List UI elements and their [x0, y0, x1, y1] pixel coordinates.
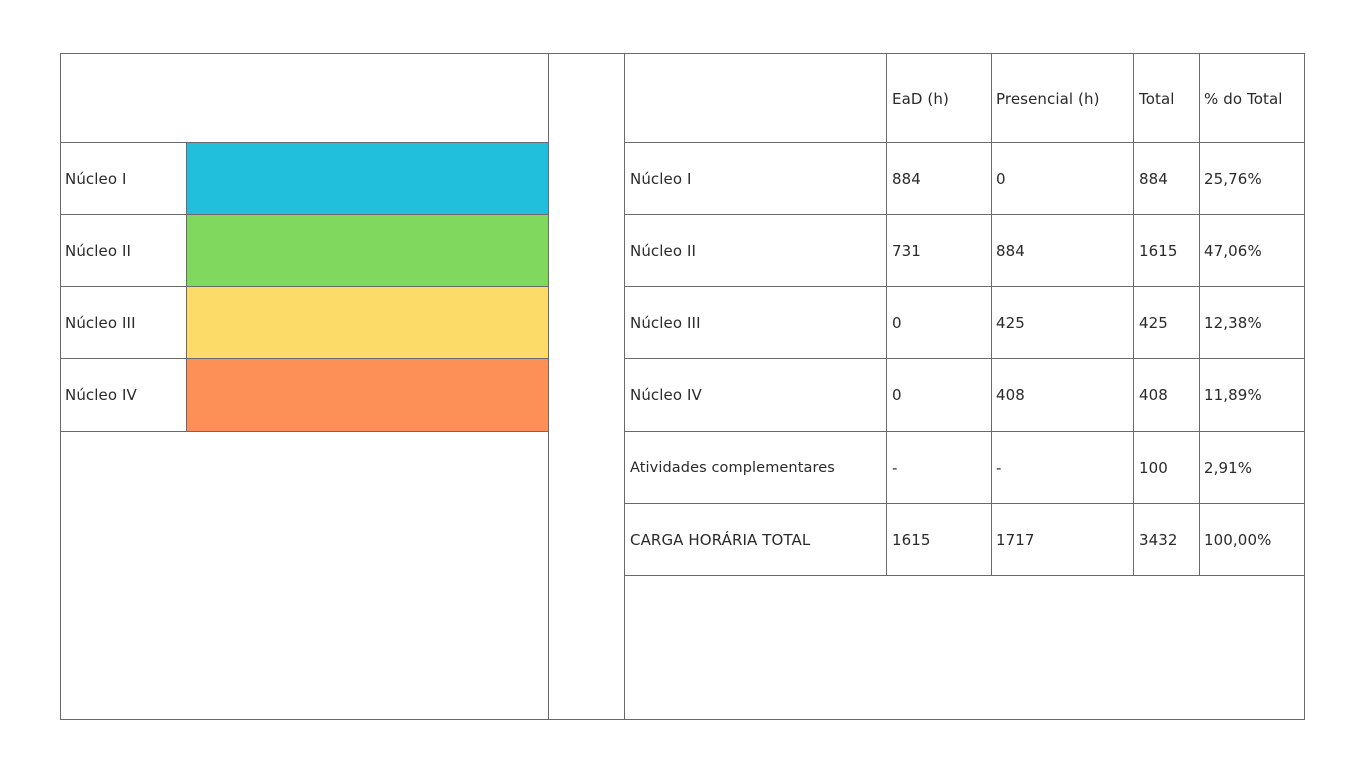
table-header-cell: EaD (h) — [892, 90, 949, 108]
table-cell: 1615 — [1139, 242, 1178, 260]
table-header-cell: % do Total — [1204, 90, 1283, 108]
table-cell: 884 — [892, 170, 921, 188]
table-cell: 1717 — [996, 531, 1035, 549]
legend-swatch-nucleo-iii — [187, 287, 548, 358]
table-cell: 408 — [1139, 386, 1168, 404]
table-row-divider — [624, 214, 1305, 215]
table-column-divider — [991, 53, 992, 576]
table-row-divider — [624, 286, 1305, 287]
left-panel-divider — [548, 53, 549, 720]
table-cell: 47,06% — [1204, 242, 1262, 260]
table-cell: 884 — [1139, 170, 1168, 188]
table-cell: 0 — [892, 386, 902, 404]
table-cell: 25,76% — [1204, 170, 1262, 188]
table-cell: 0 — [996, 170, 1006, 188]
legend-row-divider — [60, 214, 548, 215]
table-cell: 425 — [996, 314, 1025, 332]
table-row-label: Núcleo III — [630, 314, 701, 332]
table-row-divider — [624, 142, 1305, 143]
legend-swatch-nucleo-i — [187, 143, 548, 214]
page-frame — [60, 53, 1305, 720]
table-cell: 408 — [996, 386, 1025, 404]
table-cell: 731 — [892, 242, 921, 260]
table-row-label: Atividades complementares — [630, 460, 835, 476]
table-header-cell: Total — [1139, 90, 1175, 108]
table-cell: - — [996, 459, 1002, 477]
table-row-label: CARGA HORÁRIA TOTAL — [630, 531, 811, 549]
legend-swatch-nucleo-ii — [187, 215, 548, 286]
legend-label: Núcleo II — [65, 242, 132, 260]
table-row-label: Núcleo II — [630, 242, 697, 260]
table-column-divider — [886, 53, 887, 576]
table-row-divider — [624, 503, 1305, 504]
table-row-divider — [624, 431, 1305, 432]
table-row-label: Núcleo IV — [630, 386, 702, 404]
table-column-divider — [1199, 53, 1200, 576]
legend-row-divider — [60, 286, 548, 287]
legend-row-divider — [60, 431, 548, 432]
right-panel-divider — [624, 53, 625, 720]
table-cell: 2,91% — [1204, 459, 1253, 477]
table-cell: 884 — [996, 242, 1025, 260]
legend-row-divider — [60, 142, 548, 143]
legend-label: Núcleo IV — [65, 386, 137, 404]
legend-swatch-nucleo-iv — [187, 359, 548, 431]
table-cell: 1615 — [892, 531, 931, 549]
legend-label: Núcleo III — [65, 314, 136, 332]
table-cell: 425 — [1139, 314, 1168, 332]
table-header-cell: Presencial (h) — [996, 90, 1100, 108]
table-cell: 11,89% — [1204, 386, 1262, 404]
table-cell: 3432 — [1139, 531, 1178, 549]
table-row-label: Núcleo I — [630, 170, 692, 188]
table-cell: 0 — [892, 314, 902, 332]
table-row-divider — [624, 575, 1305, 576]
table-cell: 12,38% — [1204, 314, 1262, 332]
legend-label: Núcleo I — [65, 170, 127, 188]
table-cell: 100 — [1139, 459, 1168, 477]
table-row-divider — [624, 358, 1305, 359]
table-cell: - — [892, 459, 898, 477]
table-cell: 100,00% — [1204, 531, 1272, 549]
legend-row-divider — [60, 358, 548, 359]
table-column-divider — [1133, 53, 1134, 576]
legend-column-divider — [186, 142, 187, 432]
